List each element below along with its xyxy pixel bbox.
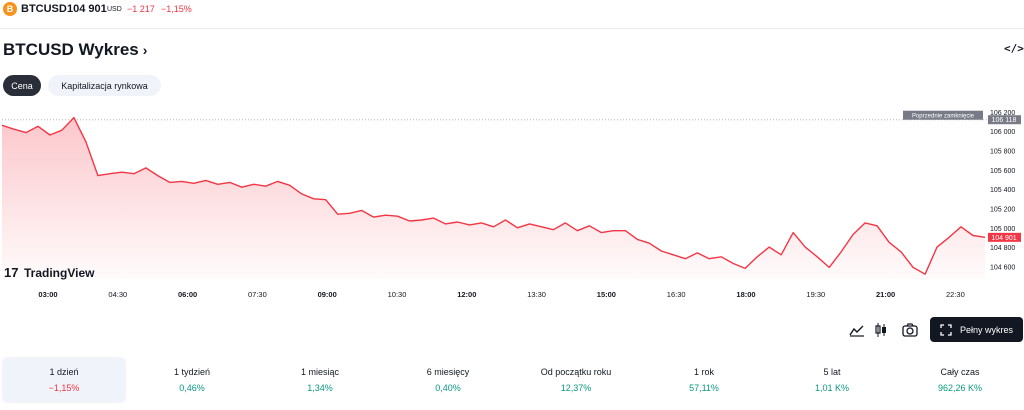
x-axis-tick-label: 22:30 [946, 290, 965, 299]
screenshot-button[interactable] [900, 318, 920, 342]
period-ytd[interactable]: Od początku roku 12,37% [512, 357, 640, 403]
y-axis-tick-label: 104 600 [990, 264, 1015, 271]
period-1m[interactable]: 1 miesiąc 1,34% [256, 357, 384, 403]
y-axis-tick-label: 105 800 [990, 148, 1015, 155]
previous-close-value: 106 118 [992, 117, 1017, 124]
y-axis-tick-label: 106 000 [990, 129, 1015, 136]
x-axis-tick-label: 12:00 [457, 290, 476, 299]
period-change: 1,01 K% [814, 383, 850, 393]
period-change: 0,40% [435, 383, 461, 393]
y-axis-tick-label: 105 600 [990, 168, 1015, 175]
tradingview-watermark: TradingView [24, 266, 95, 280]
divider [0, 28, 1024, 29]
period-6m[interactable]: 6 miesięcy 0,40% [384, 357, 512, 403]
last-price: 104 901 [67, 3, 107, 15]
period-change: −1,15% [48, 383, 80, 393]
symbol-name[interactable]: BTCUSD [21, 3, 67, 15]
period-change: 1,34% [307, 383, 333, 393]
x-axis-tick-label: 16:30 [667, 290, 686, 299]
period-change: 12,37% [560, 383, 592, 393]
area-chart-button[interactable] [846, 318, 868, 342]
period-label: Od początku roku [540, 367, 612, 377]
previous-close-badge-bg [988, 115, 1021, 125]
fullscreen-icon [940, 323, 952, 336]
period-label: 1 rok [693, 367, 714, 377]
period-1y[interactable]: 1 rok 57,11% [640, 357, 768, 403]
embed-code-icon[interactable]: </> [1004, 42, 1024, 55]
chart-canvas[interactable]: 106 200 106 000 105 800 105 600 105 400 105 2… [0, 104, 1024, 304]
x-axis-tick-label: 10:30 [388, 290, 407, 299]
period-change: 57,11% [689, 383, 719, 393]
period-1w[interactable]: 1 tydzień 0,46% [128, 357, 256, 403]
price-change: −1 217 [127, 4, 155, 14]
period-change: 962,26 K% [937, 383, 983, 393]
x-axis-tick-label: 15:00 [597, 290, 616, 299]
y-axis-tick-label: 106 200 [990, 110, 1015, 117]
price-line [1, 116, 986, 275]
x-axis-tick-label: 19:30 [806, 290, 825, 299]
currency-label: USD [107, 6, 122, 13]
previous-close-label: Poprzednie zamknięcie [912, 113, 975, 119]
last-price-badge-bg [988, 232, 1021, 242]
bitcoin-logo-icon: B [3, 2, 17, 16]
last-price-badge: 104 901 [991, 235, 1016, 242]
price-change-percent: −1,15% [161, 4, 192, 14]
x-axis-tick-label: 09:00 [318, 290, 337, 299]
period-selector: 1 dzień −1,15% 1 tydzień 0,46% 1 miesiąc… [0, 357, 1024, 403]
x-axis-tick-label: 04:30 [108, 290, 127, 299]
period-label: 1 miesiąc [300, 367, 339, 377]
tab-price[interactable]: Cena [3, 75, 41, 96]
period-5y[interactable]: 5 lat 1,01 K% [768, 357, 896, 403]
tradingview-logo-icon: 17 [4, 265, 18, 280]
price-area-fill [2, 117, 985, 279]
x-axis-tick-label: 21:00 [876, 290, 895, 299]
x-axis-tick-label: 18:00 [736, 290, 755, 299]
y-axis-tick-label: 104 800 [990, 245, 1015, 252]
camera-icon [902, 323, 918, 337]
x-axis-tick-label: 07:30 [248, 290, 267, 299]
full-chart-button[interactable]: Pełny wykres [930, 317, 1023, 342]
chart-title-link[interactable]: BTCUSD Wykres › [3, 40, 147, 60]
price-chart[interactable]: 106 200 106 000 105 800 105 600 105 400 105 2… [0, 104, 1024, 304]
chevron-right-icon: › [142, 42, 148, 58]
y-axis-tick-label: 105 200 [990, 206, 1015, 213]
period-label: 1 dzień [49, 367, 79, 377]
x-axis-tick-label: 06:00 [178, 290, 197, 299]
y-axis-tick-label: 105 000 [990, 226, 1015, 233]
previous-close-label-bg [903, 110, 983, 120]
period-label: 5 lat [823, 367, 841, 377]
period-1d[interactable]: 1 dzień −1,15% [2, 357, 126, 403]
x-axis-tick-label: 03:00 [38, 290, 57, 299]
tab-market-cap[interactable]: Kapitalizacja rynkowa [48, 75, 161, 96]
candlestick-button[interactable] [872, 318, 890, 342]
page-title: BTCUSD Wykres [3, 40, 139, 59]
period-label: Cały czas [940, 367, 980, 377]
area-chart-icon [849, 325, 864, 337]
symbol-header: B BTCUSD 104 901 USD −1 217 −1,15% [0, 0, 1024, 19]
period-change: 0,46% [179, 383, 205, 393]
y-axis-tick-label: 105 400 [990, 187, 1015, 194]
full-chart-label: Pełny wykres [959, 324, 1013, 335]
period-label: 6 miesięcy [426, 367, 470, 377]
period-label: 1 tydzień [173, 367, 211, 377]
candlestick-icon [875, 323, 886, 337]
period-all[interactable]: Cały czas 962,26 K% [896, 357, 1024, 403]
x-axis-tick-label: 13:30 [527, 290, 546, 299]
